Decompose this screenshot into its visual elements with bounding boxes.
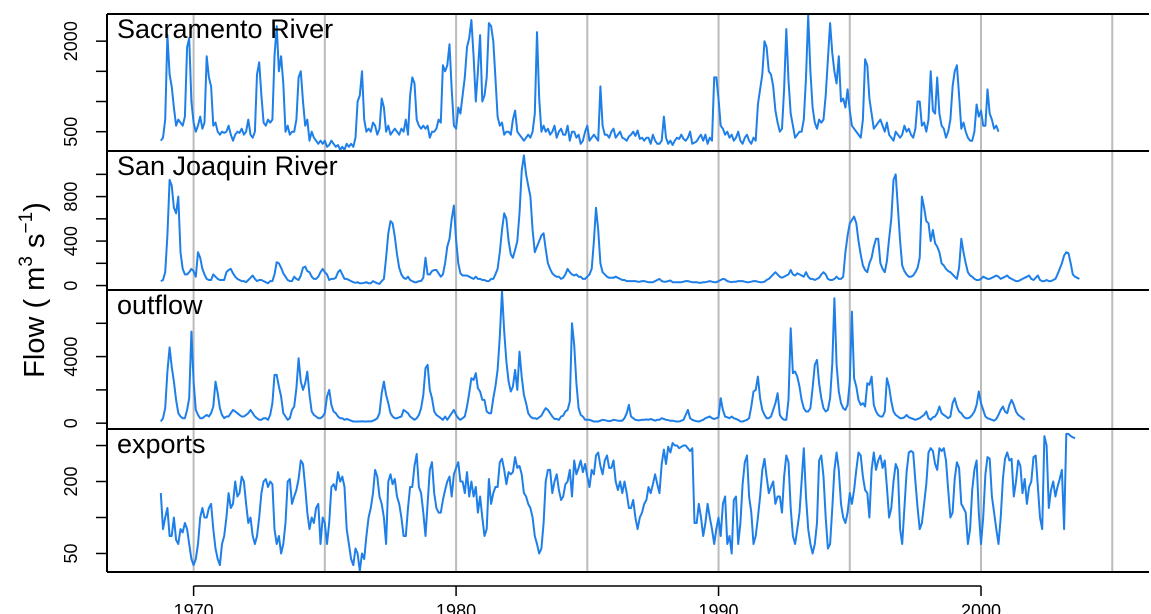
y-tick-label: 800 — [61, 182, 81, 212]
x-tick-label: 1970 — [174, 601, 214, 614]
y-tick-label: 2000 — [61, 21, 81, 61]
panel-0: 500 2000 Sacramento River — [61, 13, 1149, 152]
panel-title: outflow — [117, 290, 203, 320]
series-line — [159, 432, 1076, 572]
y-tick-label: 50 — [61, 543, 81, 563]
panel-title: San Joaquin River — [117, 151, 338, 181]
panel-1: 0 400 800 San Joaquin River — [61, 150, 1149, 291]
y-tick-label: 500 — [61, 117, 81, 147]
y-axis-label: Flow ( m3 s−1) — [16, 202, 51, 378]
x-tick-label: 1980 — [436, 601, 476, 614]
x-tick-label: 1990 — [699, 601, 739, 614]
y-tick-label: 0 — [61, 281, 81, 291]
y-tick-label: 4000 — [61, 337, 81, 377]
y-tick-label: 0 — [61, 418, 81, 428]
x-tick-label: 2000 — [961, 601, 1001, 614]
panel-3: 50 200 exports — [61, 428, 1149, 573]
panel-2: 0 4000 outflow — [61, 289, 1149, 430]
y-tick-label: 200 — [61, 466, 81, 496]
y-tick-label: 400 — [61, 226, 81, 256]
panel-title: Sacramento River — [117, 14, 333, 44]
x-axis: 1970 1980 1990 2000 — [174, 585, 1001, 614]
panel-title: exports — [117, 429, 206, 459]
series-line — [159, 290, 1026, 423]
series-line — [159, 14, 1000, 151]
series-line — [160, 154, 1080, 285]
